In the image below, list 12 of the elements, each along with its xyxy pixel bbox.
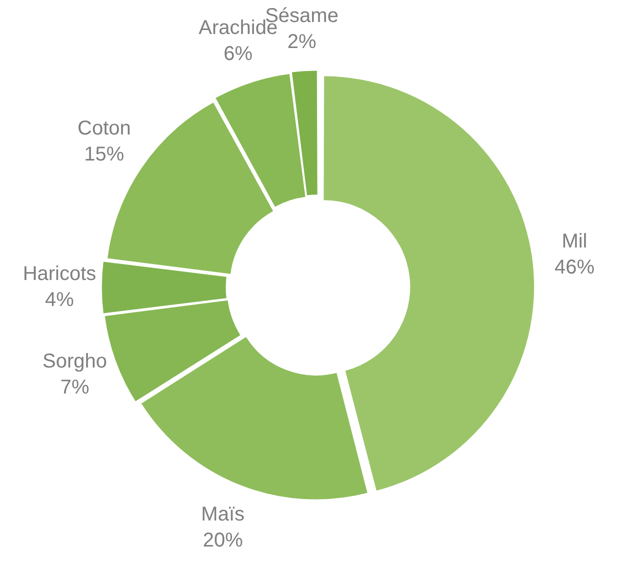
data-label: 46% [554,256,595,279]
data-label: 15% [84,144,124,166]
slice-label: Sorgho [42,350,108,373]
data-label: 7% [60,376,90,399]
data-label: 4% [45,289,74,312]
data-label: 20% [202,529,244,552]
slice-label: Maïs [201,503,245,526]
slice-label: Mil [562,230,588,253]
slice-label: Haricots [22,263,96,286]
data-label: 2% [287,31,316,54]
slice-label: Coton [78,118,131,140]
data-label: 6% [224,43,253,66]
